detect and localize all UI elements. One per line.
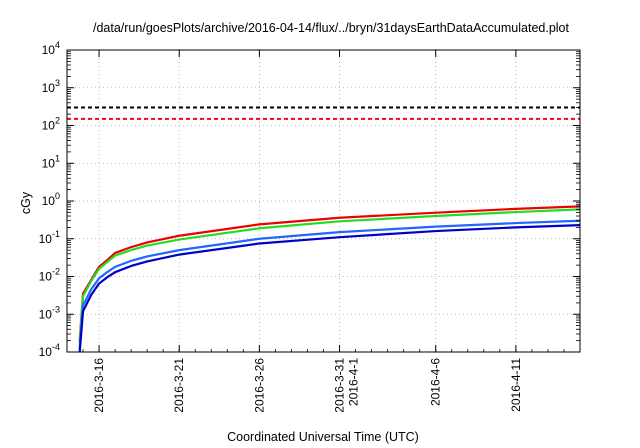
x-tick-label: 2016-3-21	[172, 358, 186, 413]
y-tick-label: 101	[42, 153, 60, 170]
x-tick-label: 2016-4-11	[509, 358, 523, 412]
x-tick-label: 2016-3-31	[333, 358, 347, 413]
x-tick-label: 2016-4-1	[347, 358, 361, 406]
y-tick-label: 10-1	[39, 229, 60, 246]
series-lines	[78, 205, 581, 353]
y-tick-label: 10-2	[39, 267, 60, 284]
y-tick-label: 104	[42, 40, 60, 57]
x-ticks: 2016-3-16 2016-3-21 2016-3-26 2016-3-31 2016…	[66, 50, 581, 413]
y-axis-label: cGy	[19, 191, 33, 214]
y-tick-label: 102	[42, 116, 60, 133]
x-tick-label: 2016-3-16	[92, 358, 106, 413]
y-tick-label: 10-3	[39, 304, 60, 321]
series-line	[78, 219, 581, 350]
y-ticks: 10-4 10-3 10-2 10-1 100 101 102 103 104	[39, 40, 580, 359]
x-axis-label: Coordinated Universal Time (UTC)	[227, 430, 419, 444]
y-tick-label: 100	[42, 191, 60, 208]
y-tick-label: 10-4	[39, 342, 60, 359]
chart-title: /data/run/goesPlots/archive/2016-04-14/f…	[93, 21, 569, 35]
y-tick-label: 103	[42, 78, 60, 95]
x-tick-label: 2016-4-6	[429, 358, 443, 406]
series-line	[78, 205, 581, 341]
reference-lines	[67, 106, 580, 120]
series-line	[78, 208, 581, 343]
grid	[67, 49, 580, 353]
series-line	[78, 223, 581, 353]
x-tick-label: 2016-3-26	[252, 358, 266, 413]
